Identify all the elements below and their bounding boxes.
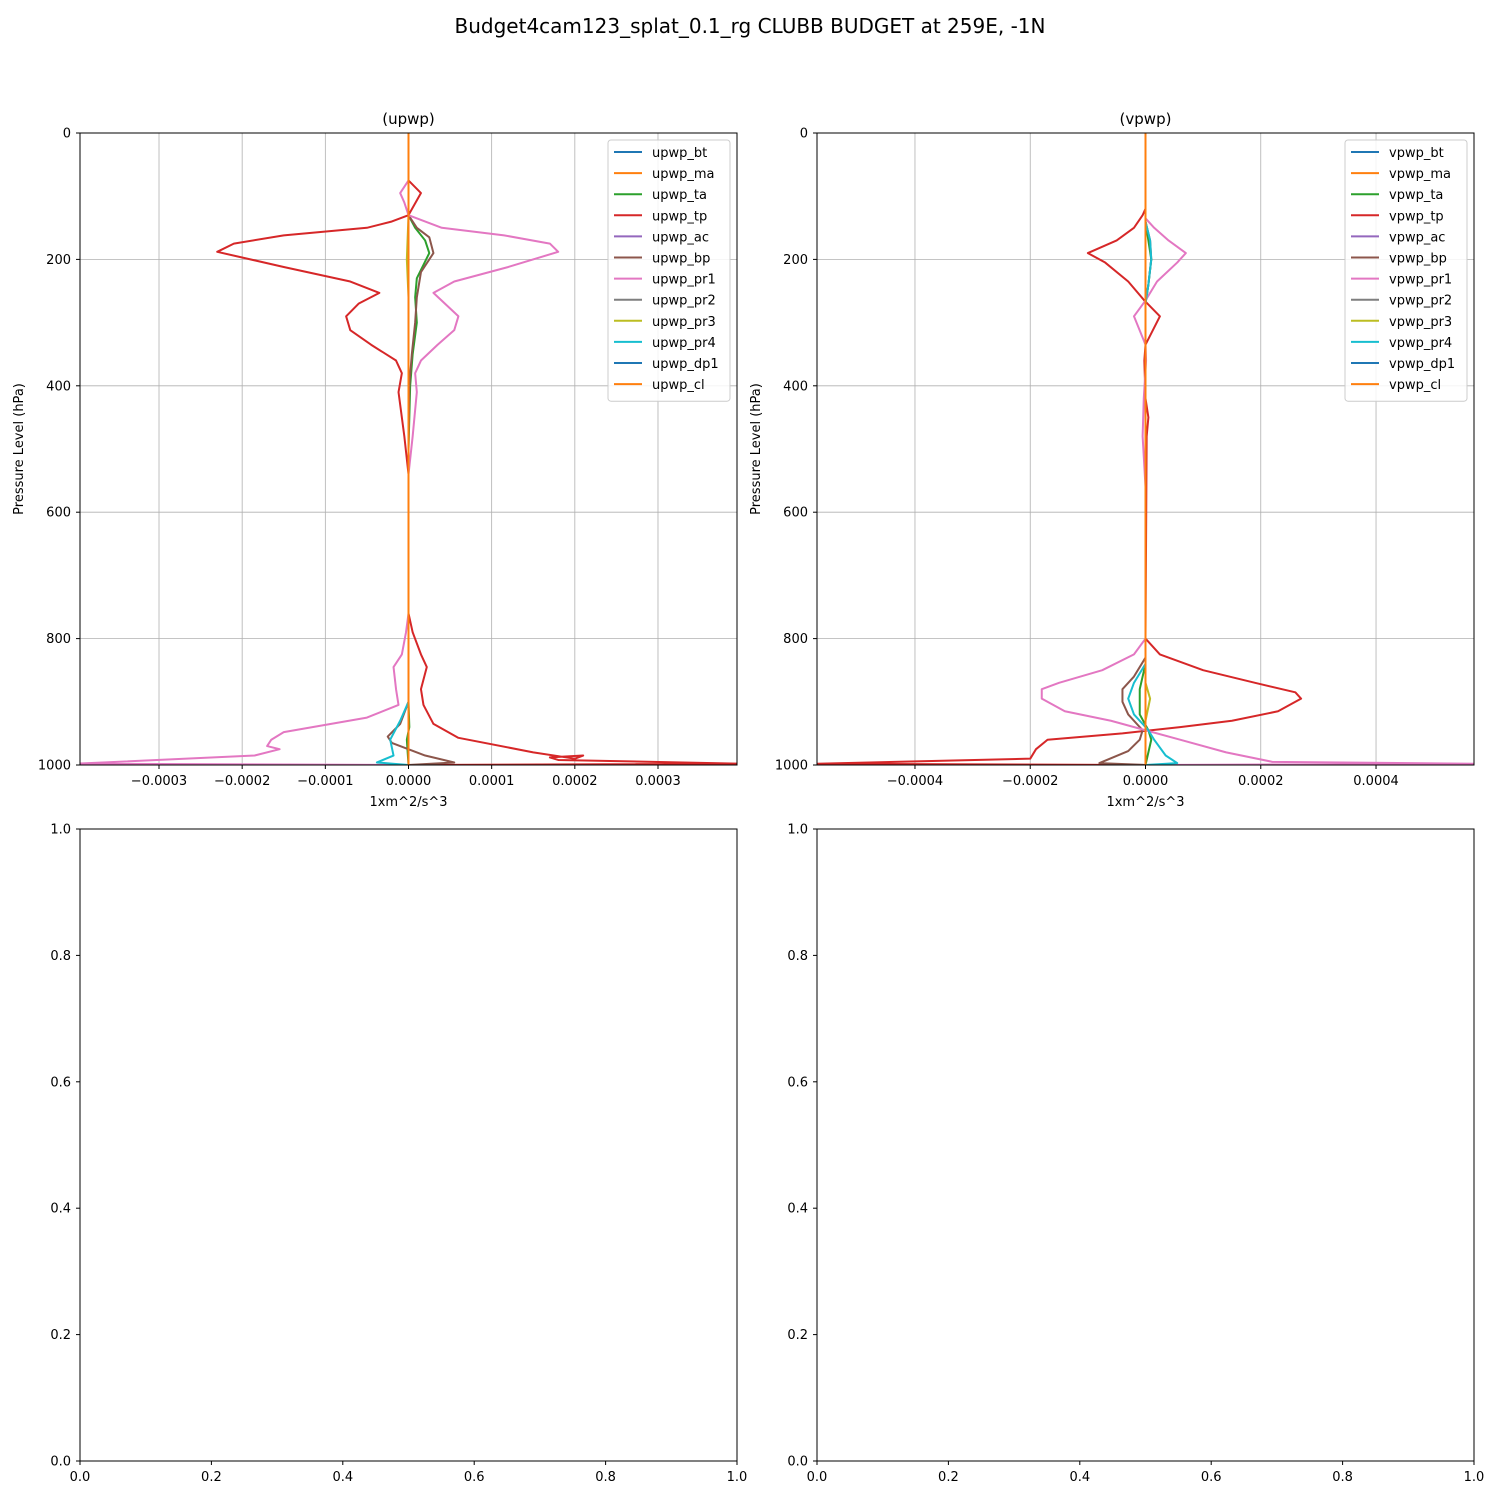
legend-box [607,139,731,402]
legend-entry-label: upwp_bp [652,252,710,267]
x-tick-label: 0.0002 [552,774,598,789]
legend-entry-label: vpwp_ta [1389,188,1443,203]
legend-entry-label: upwp_tp [652,209,707,224]
legend-entry-label: upwp_ma [652,167,715,182]
series-line-vpwp_pr4 [1127,133,1179,765]
subplot-1: −0.0003 −0.0002 −0.0001 0.0000 0.0001 0.0002 0… [12,110,738,810]
x-tick-label: 0.0 [70,1470,91,1485]
legend-entry-label: upwp_dp1 [652,357,719,372]
series-line-upwp_pr4 [375,133,410,765]
subplot-2: −0.0004 −0.0002 0.0000 0.0002 0.0004 0 200 400 6… [749,110,1475,810]
legend-entry-label: vpwp_pr1 [1389,273,1452,288]
x-tick-label: 0.0001 [469,774,515,789]
y-tick-label: 400 [46,379,71,394]
y-tick-label: 1.0 [787,823,808,838]
x-tick-label: 0.0 [807,1470,828,1485]
legend: vpwp_bt vpwp_ma vpwp_ta vpwp_tp vpwp_ac vpwp_… [1344,139,1468,402]
y-tick-label: 0.6 [50,1075,71,1090]
x-tick-label: 0.0004 [1353,774,1399,789]
y-tick-label: 1000 [38,759,71,774]
x-tick-label: 0.8 [595,1470,616,1485]
y-tick-label: 0.0 [50,1455,71,1470]
y-tick-label: 600 [783,506,808,521]
y-tick-label: 800 [783,632,808,647]
y-axis-label: Pressure Level (hPa) [12,383,27,515]
legend-entry-label: vpwp_cl [1389,378,1441,393]
y-tick-label: 0.4 [50,1202,71,1217]
x-tick-label: 0.8 [1332,1470,1353,1485]
y-tick-label: 0.8 [787,949,808,964]
x-tick-label: −0.0002 [214,774,270,789]
y-tick-label: 0.4 [787,1202,808,1217]
x-tick-label: 0.2 [201,1470,222,1485]
legend-entry-label: vpwp_pr3 [1389,315,1452,330]
axes-frame [816,828,1475,1462]
legend-entry-label: vpwp_bp [1389,252,1447,267]
y-tick-label: 0 [800,127,808,142]
plot-lines [817,133,1474,765]
legend: upwp_bt upwp_ma upwp_ta upwp_tp upwp_ac upwp_… [607,139,731,402]
legend-entry-label: upwp_pr2 [652,294,716,309]
legend-entry-label: upwp_pr1 [652,273,716,288]
x-tick-label: 0.4 [1069,1470,1090,1485]
y-tick-label: 0.0 [787,1455,808,1470]
x-tick-label: 0.6 [1201,1470,1222,1485]
y-tick-label: 0.8 [50,949,71,964]
legend-entry-label: upwp_bt [652,146,707,161]
legend-entry-label: upwp_ac [652,230,709,245]
y-tick-label: 200 [46,253,71,268]
x-tick-label: −0.0002 [1002,774,1058,789]
y-tick-label: 400 [783,379,808,394]
legend-entry-label: upwp_cl [652,378,705,393]
x-tick-label: 0.0003 [635,774,681,789]
plot-lines [80,133,737,765]
subplot-title: (vpwp) [1120,110,1172,128]
subplot-3: 0.0 0.2 0.4 0.6 0.8 1.0 0.0 0.2 0.4 0.6 0.8 1.0 [50,823,747,1486]
y-tick-label: 800 [46,632,71,647]
legend-entry-label: vpwp_pr2 [1389,294,1452,309]
figure-title: Budget4cam123_splat_0.1_rg CLUBB BUDGET … [454,14,1046,38]
x-tick-label: 1.0 [1464,1470,1485,1485]
y-tick-label: 600 [46,506,71,521]
y-tick-label: 1.0 [50,823,71,838]
series-line-upwp_pr1 [80,133,560,765]
y-axis-label: Pressure Level (hPa) [749,383,764,515]
x-tick-label: −0.0004 [887,774,943,789]
y-tick-label: 0 [63,127,71,142]
y-tick-label: 0.2 [787,1328,808,1343]
x-tick-label: 0.0000 [386,774,432,789]
x-tick-label: 0.4 [332,1470,353,1485]
y-tick-label: 0.6 [787,1075,808,1090]
x-tick-label: 0.0000 [1123,774,1169,789]
legend-entry-label: vpwp_pr4 [1389,336,1452,351]
x-tick-label: 0.0002 [1238,774,1284,789]
series-line-vpwp_tp [817,133,1303,765]
legend-entry-label: vpwp_bt [1389,146,1444,161]
x-axis-label: 1xm^2/s^3 [369,795,447,810]
legend-entry-label: vpwp_ac [1389,230,1445,245]
y-tick-label: 200 [783,253,808,268]
y-tick-label: 1000 [775,759,808,774]
subplot-title: (upwp) [382,110,435,128]
legend-entry-label: vpwp_dp1 [1389,357,1455,372]
x-tick-label: 0.2 [938,1470,959,1485]
legend-entry-label: upwp_ta [652,188,707,203]
series-line-upwp_bp [386,133,456,765]
axes-frame [79,828,738,1462]
x-tick-label: 0.6 [464,1470,485,1485]
series-line-upwp_tp [216,133,737,765]
legend-entry-label: upwp_pr4 [652,336,716,351]
subplot-4: 0.0 0.2 0.4 0.6 0.8 1.0 0.0 0.2 0.4 0.6 0.8 1.0 [787,823,1484,1486]
x-tick-label: −0.0003 [131,774,187,789]
legend-box [1344,139,1468,402]
legend-entry-label: vpwp_tp [1389,209,1444,224]
legend-entry-label: upwp_pr3 [652,315,716,330]
x-tick-label: 1.0 [727,1470,748,1485]
x-tick-label: −0.0001 [297,774,353,789]
x-axis-label: 1xm^2/s^3 [1106,795,1184,810]
legend-entry-label: vpwp_ma [1389,167,1451,182]
y-tick-label: 0.2 [50,1328,71,1343]
